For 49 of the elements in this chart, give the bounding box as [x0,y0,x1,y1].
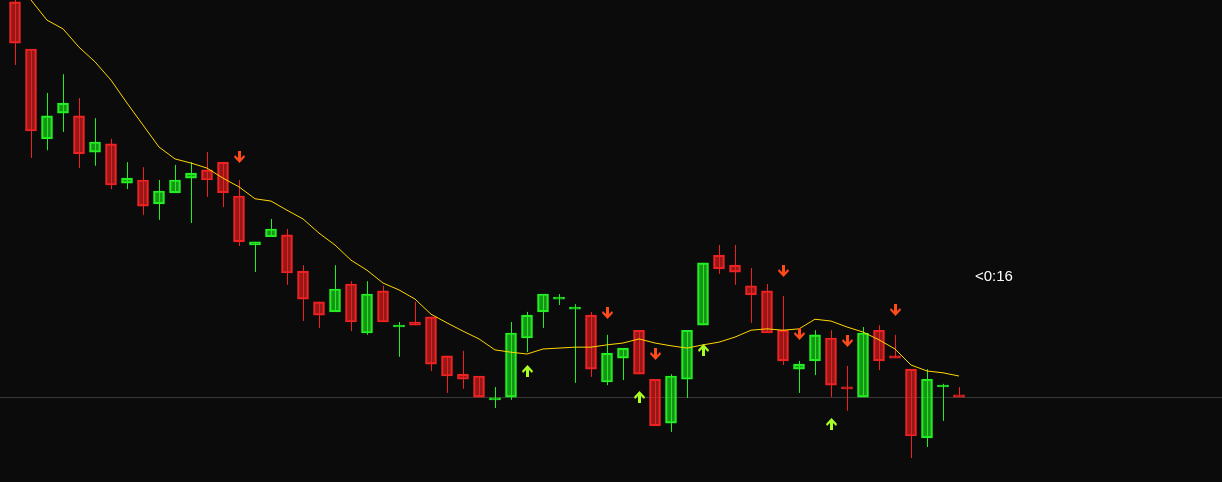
candlestick [281,228,293,286]
candlestick [345,280,357,332]
candlestick [441,355,453,394]
candlestick [201,151,213,198]
candlestick [409,301,421,326]
candlestick [457,350,469,390]
candlestick [665,373,677,433]
candlestick [633,329,645,375]
candlestick [921,368,933,448]
candlestick [857,326,869,398]
candlestick [169,164,181,194]
candlestick [361,280,373,336]
candlestick [233,179,245,247]
candlestick [185,161,197,224]
candlestick [537,293,549,329]
candlestick [905,368,917,459]
candlestick [41,92,53,151]
candlestick [745,267,757,324]
candlestick [521,311,533,353]
candlestick [153,179,165,221]
candlestick [105,138,117,190]
candlestick [57,73,69,133]
candlestick [9,0,21,66]
candlestick [505,321,517,401]
candlestick [121,161,133,190]
candlestick [809,329,821,376]
candlestick [585,311,597,378]
text: <0:16 [975,267,1013,284]
candlestick [249,241,261,273]
candlestick [617,347,629,381]
candlestick [377,285,389,323]
candlestick [313,301,325,329]
candlestick [681,329,693,399]
candlestick [73,97,85,169]
candlestick [873,324,885,371]
candlestick [601,334,613,386]
candlestick [329,264,341,313]
candlestick [89,117,101,167]
candlestick [697,262,709,326]
candlestick [825,329,837,398]
candlestick [777,295,789,366]
candlestick [137,166,149,216]
candlestick [793,360,805,394]
candlestick [425,316,437,372]
candlestick [649,378,661,427]
candlestick [713,244,725,275]
candlestick [729,244,741,286]
candlestick [297,264,309,322]
candlestick [25,48,37,159]
